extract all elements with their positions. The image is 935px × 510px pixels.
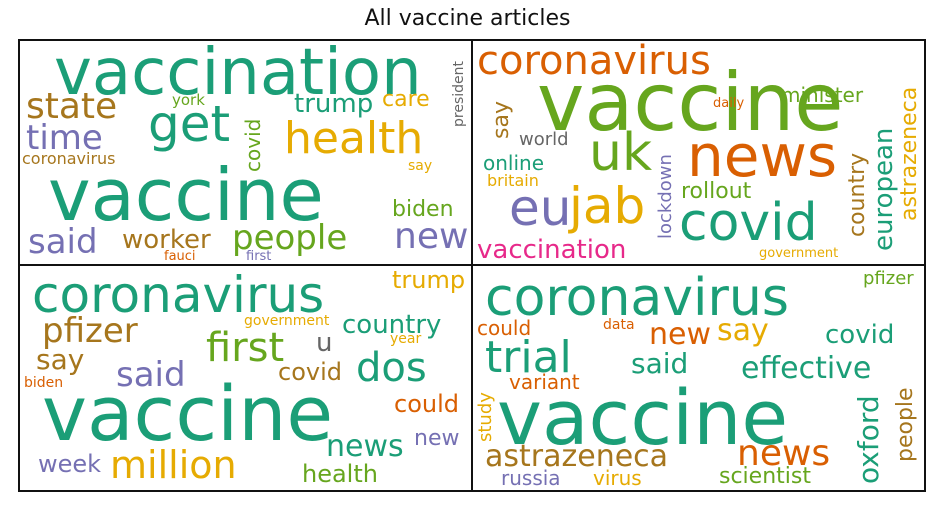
word: jab — [569, 177, 646, 235]
figure-title: All vaccine articles — [364, 6, 571, 31]
word: scientist — [719, 464, 811, 489]
word: government — [244, 313, 330, 329]
word: york — [172, 91, 205, 109]
word: daily — [713, 96, 745, 111]
word: study — [475, 392, 496, 442]
word: new — [394, 216, 469, 257]
word: say — [489, 101, 514, 139]
word: coronavirus — [32, 266, 325, 324]
word: vaccine — [497, 373, 789, 462]
word: world — [519, 129, 569, 150]
word: new — [414, 426, 460, 451]
word: could — [477, 316, 532, 340]
word: news — [737, 433, 831, 474]
word: say — [408, 158, 433, 174]
word: pfizer — [42, 311, 138, 351]
word: vaccine — [537, 56, 844, 149]
word: first — [246, 249, 272, 264]
word: said — [28, 222, 98, 262]
word: news — [687, 122, 838, 190]
word: people — [232, 218, 348, 258]
word: new — [649, 317, 712, 352]
word: european — [869, 127, 899, 251]
word: trump — [294, 89, 374, 119]
word: people — [893, 387, 918, 462]
word: trial — [485, 332, 572, 383]
word: coronavirus — [22, 149, 116, 168]
word: worker — [122, 225, 211, 255]
word: covid — [825, 320, 895, 350]
word: care — [382, 87, 430, 112]
word: biden — [392, 197, 454, 222]
word: coronavirus — [477, 39, 711, 84]
word: vaccine — [48, 153, 324, 237]
word: first — [206, 325, 285, 371]
word: eu — [509, 179, 572, 237]
word: britain — [487, 171, 539, 190]
word: say — [717, 313, 769, 348]
word: state — [26, 86, 118, 127]
word: get — [148, 95, 231, 153]
word: country — [342, 310, 442, 340]
word: say — [36, 343, 85, 376]
word: covid — [679, 193, 818, 253]
word: minister — [781, 83, 864, 107]
word: vaccination — [54, 39, 422, 110]
word: year — [390, 331, 422, 347]
word: week — [38, 450, 102, 478]
word: russia — [501, 466, 561, 490]
word: dos — [356, 345, 427, 391]
word: uk — [589, 123, 653, 183]
word: vaccination — [477, 235, 627, 265]
word: president — [451, 61, 467, 127]
word: online — [483, 151, 545, 175]
word: lockdown — [655, 154, 676, 239]
wordcloud-panel-1: vaccination get state time york covid tr… — [18, 39, 473, 266]
word: said — [116, 355, 186, 395]
word: health — [284, 113, 424, 164]
wordcloud-panel-2: coronavirus minister vaccine daily say w… — [471, 39, 926, 266]
word: trump — [392, 266, 466, 294]
word: astrazeneca — [485, 439, 669, 474]
word: astrazeneca — [897, 86, 922, 221]
word: country — [845, 152, 870, 237]
word: rollout — [681, 179, 752, 204]
word: health — [302, 460, 378, 488]
word: u — [316, 328, 333, 358]
word: fauci — [164, 249, 196, 264]
word: data — [603, 317, 635, 333]
word: variant — [509, 370, 580, 394]
word: government — [759, 246, 839, 261]
word: said — [631, 347, 689, 380]
wordcloud-panel-4: coronavirus pfizer could data new say co… — [471, 264, 926, 492]
word: oxford — [852, 395, 885, 484]
word: virus — [593, 466, 642, 490]
word: coronavirus — [485, 268, 789, 328]
word: million — [110, 443, 237, 487]
wordcloud-panel-3: coronavirus trump pfizer government coun… — [18, 264, 473, 492]
word: time — [26, 118, 103, 158]
word: news — [326, 429, 404, 464]
word: biden — [24, 375, 64, 391]
word: pfizer — [863, 268, 914, 289]
word: vaccine — [42, 369, 334, 458]
word: covid — [278, 358, 342, 386]
word: effective — [741, 351, 872, 386]
word: could — [394, 390, 459, 418]
